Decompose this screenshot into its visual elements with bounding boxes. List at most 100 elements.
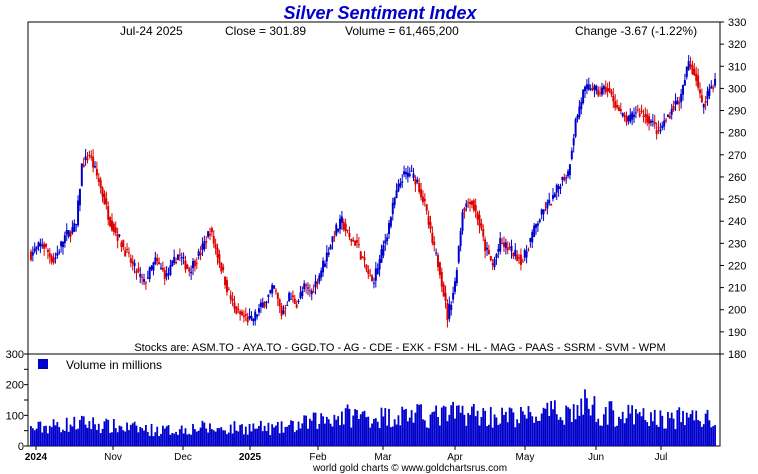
volume-bar: [504, 411, 507, 446]
volume-bar: [112, 419, 115, 446]
candle-body: [146, 277, 149, 279]
candle-body: [448, 304, 451, 319]
volume-bar: [271, 424, 274, 446]
x-axis-label: Mar: [374, 452, 392, 463]
candle-body: [355, 240, 358, 243]
candle-body: [589, 88, 592, 90]
volume-legend-swatch: [38, 359, 48, 369]
candle-body: [46, 249, 49, 253]
candle-body: [254, 311, 257, 321]
volume-bar: [126, 422, 128, 446]
candle-body: [567, 171, 570, 177]
candle-body: [101, 187, 104, 197]
candle-body: [54, 257, 57, 259]
candle-body: [105, 198, 108, 205]
candle-body: [661, 125, 664, 128]
x-axis-label: Dec: [174, 452, 192, 463]
volume-bar: [682, 410, 684, 446]
volume-bar: [96, 429, 98, 446]
candle-body: [423, 198, 426, 202]
volume-bar: [423, 420, 426, 446]
candle-body: [642, 116, 645, 118]
price-tick-label: 190: [728, 327, 746, 339]
candle-body: [80, 163, 83, 186]
volume-bar: [175, 431, 177, 446]
volume-bar: [288, 424, 291, 446]
candle-body: [712, 87, 715, 89]
candle-body: [395, 190, 398, 198]
candle-body: [235, 306, 238, 314]
candle-body: [48, 253, 51, 257]
price-tick-label: 230: [728, 238, 746, 250]
candle-body: [276, 293, 279, 299]
info-close: Close = 301.89: [225, 24, 306, 38]
volume-bar: [173, 433, 176, 446]
volume-bar: [31, 428, 34, 446]
volume-bar: [587, 408, 590, 446]
candle-body: [595, 85, 598, 91]
volume-bar: [572, 404, 575, 446]
candle-body: [708, 88, 711, 96]
candle-body: [416, 179, 419, 183]
volume-bar: [380, 407, 383, 446]
candle-body: [457, 246, 460, 263]
price-tick-label: 310: [728, 61, 746, 73]
candle-body: [357, 244, 360, 246]
volume-bar: [563, 424, 566, 446]
candle-body: [303, 283, 306, 290]
candle-body: [572, 138, 575, 146]
candle-body: [161, 267, 164, 271]
candle-body: [510, 246, 513, 252]
volume-bar: [535, 416, 537, 446]
volume-bar: [444, 406, 447, 446]
candle-body: [216, 247, 219, 258]
volume-bar: [463, 414, 466, 446]
candle-body: [512, 252, 515, 257]
candle-body: [546, 202, 549, 209]
candle-body: [271, 285, 274, 294]
volume-bar: [280, 421, 283, 446]
volume-bar: [604, 407, 607, 446]
candle-body: [518, 257, 521, 259]
candle-body: [95, 168, 98, 176]
candle-body: [608, 87, 611, 92]
volume-bar: [308, 418, 311, 446]
volume-bar: [448, 414, 451, 446]
volume-bar: [99, 433, 102, 446]
x-axis-labels: 2024 Nov Dec 2025 Feb Mar Apr May Jun Jul: [25, 446, 667, 463]
candle-body: [691, 65, 694, 74]
candle-body: [584, 86, 587, 92]
volume-bar: [414, 412, 417, 446]
candle-body: [406, 172, 409, 177]
candle-body: [604, 86, 607, 93]
candle-body: [207, 231, 210, 237]
candle-body: [50, 255, 53, 262]
volume-bar: [111, 432, 113, 446]
volume-bar: [37, 421, 40, 446]
volume-bar: [261, 431, 264, 446]
candle-body: [666, 114, 669, 117]
candle-body: [31, 252, 34, 256]
candle-body: [617, 107, 620, 111]
volume-bar: [589, 415, 592, 446]
candle-body: [171, 260, 174, 267]
candle-body: [397, 184, 400, 192]
candle-body: [35, 246, 38, 250]
candle-body: [110, 220, 113, 231]
volume-bar: [154, 432, 157, 446]
volume-bar: [248, 424, 251, 446]
candle-body: [682, 84, 685, 95]
volume-bar: [446, 421, 449, 446]
volume-bar: [165, 426, 168, 446]
volume-bar: [401, 406, 404, 446]
candle-body: [354, 240, 357, 246]
volume-bar: [120, 426, 123, 446]
volume-bar: [114, 428, 117, 446]
candle-body: [389, 217, 392, 227]
volume-bar: [442, 405, 445, 446]
candle-body: [540, 209, 543, 215]
volume-bar: [506, 422, 509, 446]
candle-body: [212, 235, 215, 244]
candle-body: [63, 235, 66, 244]
candle-body: [159, 267, 162, 269]
